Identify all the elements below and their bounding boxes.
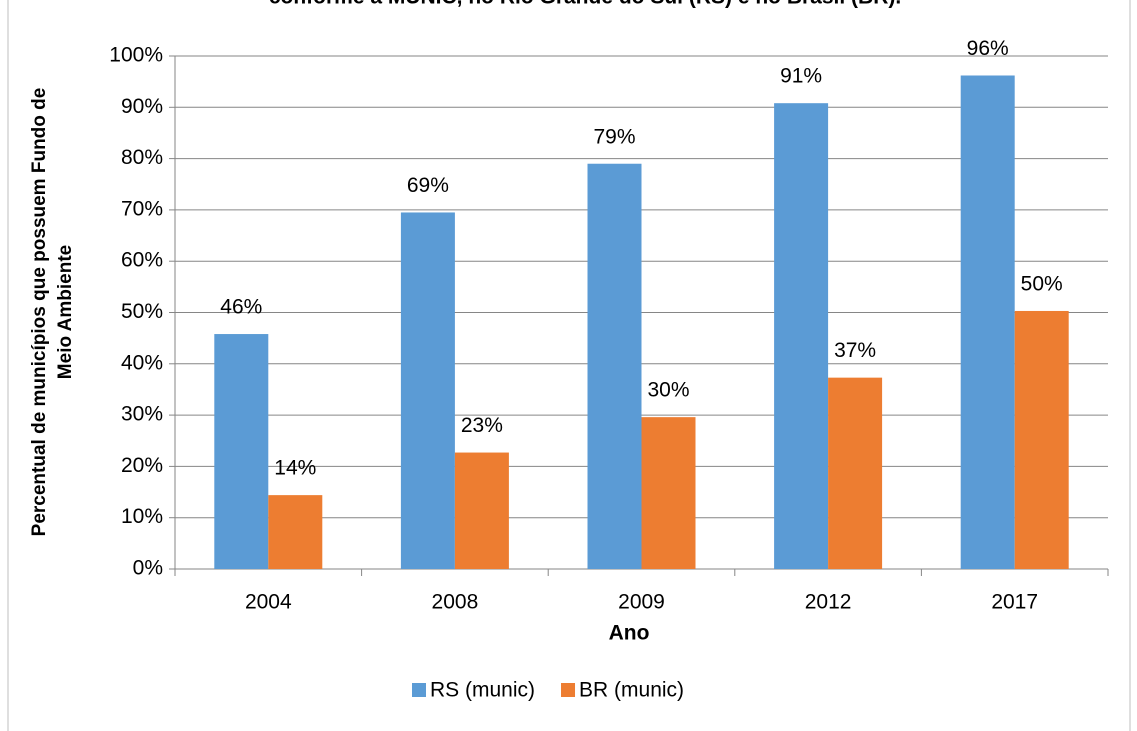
y-tick-label: 10% <box>121 505 163 528</box>
value-label: 46% <box>220 296 262 319</box>
bar <box>214 334 269 569</box>
y-tick-label: 90% <box>121 95 163 118</box>
bar <box>454 452 509 569</box>
x-tick-label: 2009 <box>618 591 665 614</box>
value-label: 69% <box>407 174 449 197</box>
value-label: 96% <box>967 37 1009 60</box>
y-tick-label: 70% <box>121 197 163 220</box>
y-tick-label: 30% <box>121 403 163 426</box>
value-label: 14% <box>274 457 316 480</box>
y-tick-label: 50% <box>121 300 163 323</box>
bar <box>268 495 323 569</box>
y-tick-label: 100% <box>109 44 163 67</box>
x-tick-label: 2004 <box>245 591 292 614</box>
y-tick-label: 80% <box>121 146 163 169</box>
bar <box>774 103 829 570</box>
bar <box>1014 310 1069 569</box>
value-label: 50% <box>1021 273 1063 296</box>
y-tick-label: 20% <box>121 454 163 477</box>
x-axis-label: Ano <box>609 622 650 645</box>
bar <box>587 163 642 570</box>
legend-swatch <box>561 683 576 697</box>
y-axis-label: Percentual de municípios que possuem Fun… <box>29 88 50 537</box>
value-label: 23% <box>461 414 503 437</box>
y-axis-label: Meio Ambiente <box>55 245 76 379</box>
y-tick-label: 60% <box>121 249 163 272</box>
bar <box>960 75 1015 569</box>
bar <box>641 417 696 569</box>
x-tick-label: 2017 <box>991 591 1038 614</box>
chart-title: conforme a MUNIC, no Rio Grande do Sul (… <box>269 0 901 9</box>
legend-label: BR (munic) <box>579 679 684 702</box>
chart-border <box>7 0 1131 731</box>
legend-swatch <box>412 683 426 697</box>
x-tick-label: 2012 <box>805 591 852 614</box>
value-label: 30% <box>647 379 689 402</box>
legend-label: RS (munic) <box>430 679 535 702</box>
value-label: 37% <box>834 339 876 362</box>
y-tick-label: 40% <box>121 351 163 374</box>
y-tick-label: 0% <box>133 557 163 580</box>
bar <box>400 212 455 569</box>
x-tick-label: 2008 <box>432 591 479 614</box>
value-label: 91% <box>780 65 822 88</box>
bar <box>828 377 883 569</box>
value-label: 79% <box>593 125 635 148</box>
